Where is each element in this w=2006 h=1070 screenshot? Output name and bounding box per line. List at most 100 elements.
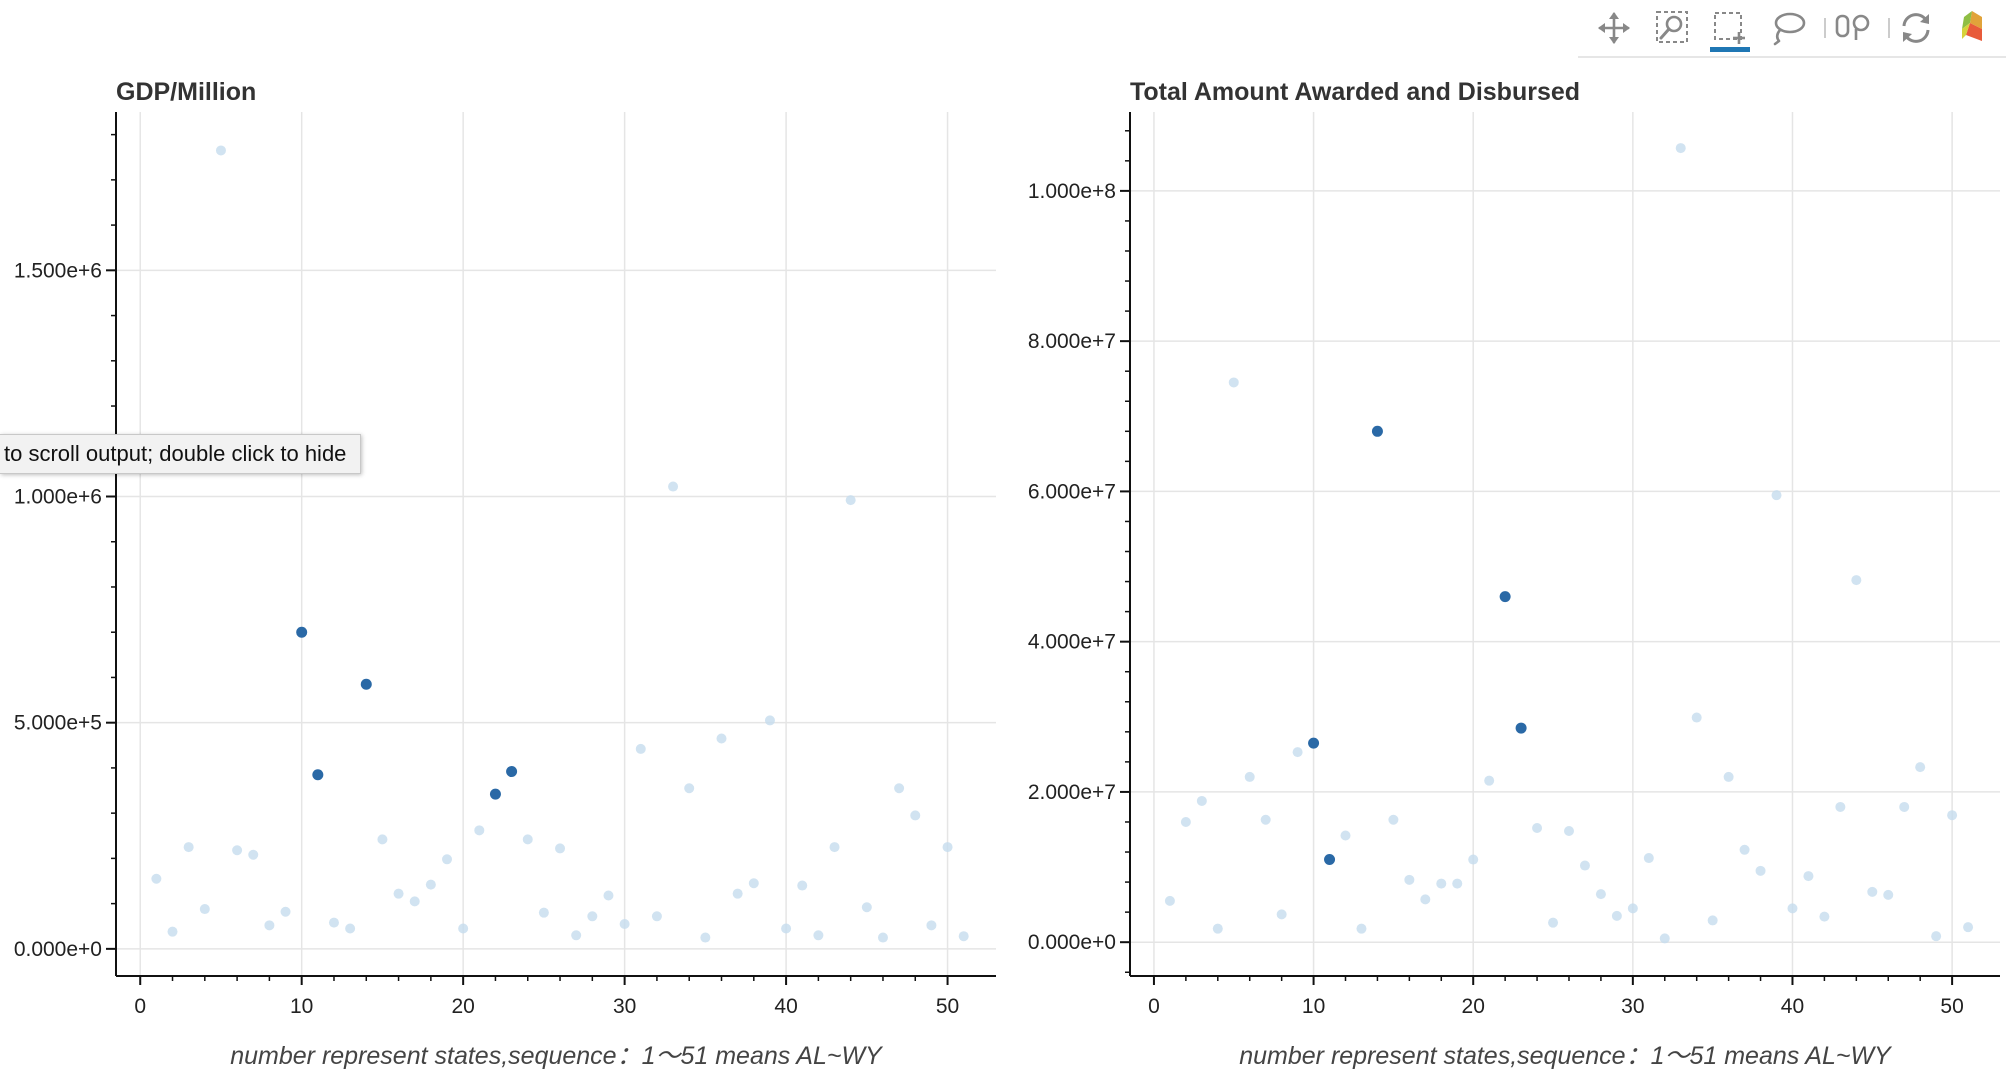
active-tool-indicator bbox=[1710, 47, 1750, 52]
toolbar-underline bbox=[1578, 56, 2006, 58]
data-point bbox=[1787, 903, 1798, 914]
x-tick-label: 40 bbox=[1781, 995, 1804, 1018]
data-point bbox=[1292, 747, 1303, 758]
data-point bbox=[894, 783, 905, 794]
data-point-selected bbox=[312, 769, 324, 781]
data-point bbox=[813, 930, 824, 941]
data-point bbox=[877, 932, 888, 943]
data-point bbox=[442, 854, 453, 865]
data-point bbox=[1436, 878, 1447, 889]
pan-icon bbox=[1598, 12, 1630, 44]
data-point bbox=[1260, 814, 1271, 825]
x-tick-label: 0 bbox=[1148, 995, 1160, 1018]
data-point bbox=[1276, 909, 1287, 920]
data-point bbox=[1244, 771, 1255, 782]
data-point bbox=[1532, 822, 1543, 833]
toolbar-separator bbox=[1888, 18, 1890, 38]
y-tick-label: 5.000e+5 bbox=[14, 712, 102, 735]
data-point bbox=[1803, 871, 1814, 882]
data-point bbox=[1915, 762, 1926, 773]
wheel-zoom-tool-button[interactable] bbox=[1653, 8, 1693, 48]
data-point bbox=[926, 920, 937, 931]
bokeh-logo-button[interactable] bbox=[1960, 8, 2006, 48]
data-point bbox=[248, 849, 259, 860]
hover-tool-button[interactable] bbox=[1834, 8, 1874, 48]
x-tick-label: 10 bbox=[1302, 995, 1325, 1018]
data-point bbox=[748, 878, 759, 889]
data-point bbox=[1963, 922, 1974, 933]
chart-title: Total Amount Awarded and Disbursed bbox=[1130, 78, 1580, 106]
y-tick-label: 0.000e+0 bbox=[1028, 931, 1116, 954]
data-point bbox=[1595, 889, 1606, 900]
toolbar-separator bbox=[1824, 18, 1826, 38]
chart-title: GDP/Million bbox=[116, 78, 256, 106]
data-point bbox=[764, 715, 775, 726]
y-tick-label: 1.500e+6 bbox=[14, 259, 102, 282]
pan-tool-button[interactable] bbox=[1594, 8, 1634, 48]
x-axis-label: number represent states,sequence：1～51 me… bbox=[1239, 1042, 1893, 1070]
data-point-selected bbox=[1308, 737, 1320, 749]
data-point bbox=[635, 743, 646, 754]
data-point bbox=[409, 896, 420, 907]
y-tick-label: 2.000e+7 bbox=[1028, 781, 1116, 804]
data-point bbox=[797, 880, 808, 891]
data-point bbox=[151, 873, 162, 884]
box-select-icon bbox=[1714, 12, 1745, 44]
box-select-tool-button[interactable] bbox=[1710, 8, 1750, 52]
data-point bbox=[845, 495, 856, 506]
data-point bbox=[1755, 865, 1766, 876]
data-point bbox=[264, 920, 275, 931]
data-point bbox=[1164, 895, 1175, 906]
data-point-selected bbox=[489, 788, 501, 800]
data-point bbox=[425, 879, 436, 890]
data-point-selected bbox=[1499, 591, 1511, 603]
data-point bbox=[183, 842, 194, 853]
reset-tool-button[interactable] bbox=[1896, 8, 1936, 48]
y-tick-label: 1.000e+6 bbox=[14, 486, 102, 509]
data-point bbox=[1340, 830, 1351, 841]
data-point bbox=[458, 923, 469, 934]
data-point bbox=[1851, 575, 1862, 586]
data-point bbox=[1867, 886, 1878, 897]
data-point bbox=[1899, 801, 1910, 812]
data-point bbox=[1420, 894, 1431, 905]
data-point bbox=[603, 890, 614, 901]
data-point-selected bbox=[1515, 722, 1527, 734]
data-point bbox=[910, 810, 921, 821]
data-point bbox=[1675, 143, 1686, 154]
data-point bbox=[1212, 923, 1223, 934]
data-point bbox=[538, 907, 549, 918]
data-point bbox=[1548, 917, 1559, 928]
data-point-selected bbox=[1324, 854, 1336, 866]
wheel-zoom-icon bbox=[1656, 11, 1688, 43]
data-point bbox=[474, 825, 485, 836]
data-point bbox=[1931, 931, 1942, 942]
data-point bbox=[1883, 889, 1894, 900]
data-point bbox=[280, 906, 291, 917]
data-point bbox=[215, 145, 226, 156]
data-point bbox=[1388, 814, 1399, 825]
x-axis-label: number represent states,sequence：1～51 me… bbox=[230, 1042, 884, 1070]
data-point bbox=[1468, 854, 1479, 865]
data-point bbox=[1356, 923, 1367, 934]
data-point-selected bbox=[506, 766, 518, 778]
data-point bbox=[1563, 825, 1574, 836]
data-point bbox=[1196, 795, 1207, 806]
data-point bbox=[651, 911, 662, 922]
data-point bbox=[571, 930, 582, 941]
scatter-plot-1: 0 10 20 30 40 50 0.000e+0 5.000e+5 1.000e+6 1.500… bbox=[14, 78, 996, 1070]
data-point bbox=[1771, 490, 1782, 501]
x-tick-label: 20 bbox=[1462, 995, 1485, 1018]
data-point bbox=[781, 923, 792, 934]
x-tick-label: 50 bbox=[936, 995, 959, 1018]
data-point bbox=[1579, 860, 1590, 871]
data-point bbox=[1404, 874, 1415, 885]
x-tick-label: 0 bbox=[134, 995, 146, 1018]
data-point bbox=[522, 834, 533, 845]
x-tick-label: 30 bbox=[1621, 995, 1644, 1018]
y-tick-label: 8.000e+7 bbox=[1028, 330, 1116, 353]
data-point bbox=[732, 888, 743, 899]
lasso-select-tool-button[interactable] bbox=[1768, 8, 1808, 48]
data-point bbox=[1707, 915, 1718, 926]
